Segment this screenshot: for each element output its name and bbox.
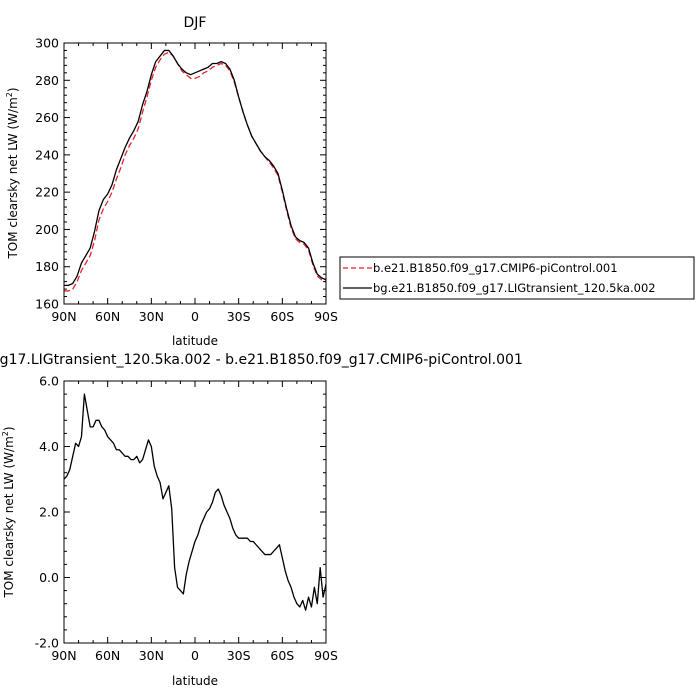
top-y-tick-label-6: 280 <box>35 73 59 88</box>
bottom-chart-title: bg.e21.B1850.f09_g17.LIGtransient_120.5k… <box>0 352 523 368</box>
bottom-y-tick-label-4: 6.0 <box>39 374 59 389</box>
bottom-y-tick-label-1: 0.0 <box>39 570 59 585</box>
bottom-y-axis-label: TOM clearsky net LW (W/m2) <box>1 426 16 598</box>
top-y-axis-label-sup: 2 <box>5 92 14 97</box>
bottom-y-tick-label-2: 2.0 <box>39 505 59 520</box>
chart-top: DJF 160 180 200 220 240 260 280 300 90N 60N 30N 0 3… <box>5 15 338 348</box>
top-x-tick-label-0: 90N <box>51 309 76 324</box>
top-x-tick-label-2: 30N <box>139 309 164 324</box>
top-x-tick-label-3: 0 <box>191 309 199 324</box>
top-y-axis-label-end: ) <box>6 87 20 92</box>
top-y-tick-label-4: 240 <box>35 147 59 162</box>
chart-bottom: bg.e21.B1850.f09_g17.LIGtransient_120.5k… <box>0 352 523 688</box>
top-x-tick-label-6: 90S <box>314 309 338 324</box>
top-x-tick-label-5: 60S <box>270 309 294 324</box>
bottom-y-axis-label-end: ) <box>2 426 16 431</box>
top-x-axis-label: latitude <box>172 334 218 348</box>
bottom-y-axis-label-main: TOM clearsky net LW (W/m <box>2 436 16 598</box>
top-plot-clip <box>64 49 327 292</box>
top-chart-title: DJF <box>184 15 207 31</box>
bottom-series-group <box>63 393 327 611</box>
top-y-axis-label-main: TOM clearsky net LW (W/m <box>6 97 20 259</box>
top-y-tick-label-5: 260 <box>35 110 59 125</box>
legend-label-control: b.e21.B1850.f09_g17.CMIP6-piControl.001 <box>373 261 618 275</box>
bottom-x-axis-label: latitude <box>172 674 218 688</box>
bottom-x-tick-label-2: 30N <box>139 648 164 663</box>
bottom-y-axis-label-sup: 2 <box>1 431 10 436</box>
bottom-plot-frame <box>63 380 327 644</box>
bottom-x-tick-label-1: 60N <box>95 648 120 663</box>
top-series-line-0 <box>64 51 327 292</box>
top-y-tick-label-7: 300 <box>35 36 59 51</box>
top-y-tick-label-1: 180 <box>35 259 59 274</box>
top-y-tick-label-3: 220 <box>35 185 59 200</box>
legend-box <box>339 256 695 300</box>
bottom-x-tick-label-5: 60S <box>270 648 294 663</box>
bottom-y-tick-label-0: -2.0 <box>35 636 59 651</box>
bottom-x-tick-label-3: 0 <box>191 648 199 663</box>
top-series-group <box>64 49 327 292</box>
top-y-tick-label-2: 200 <box>35 222 59 237</box>
top-x-axis: 90N 60N 30N 0 30S 60S 90S <box>51 43 338 324</box>
bottom-series-line-0 <box>63 393 327 611</box>
top-y-axis: 160 180 200 220 240 260 280 300 <box>35 36 326 312</box>
top-x-tick-label-1: 60N <box>95 309 120 324</box>
top-y-axis-label: TOM clearsky net LW (W/m2) <box>5 87 20 259</box>
legend-label-lig: bg.e21.B1850.f09_g17.LIGtransient_120.5k… <box>373 281 656 295</box>
top-y-tick-label-0: 160 <box>35 297 59 312</box>
bottom-x-tick-label-0: 90N <box>51 648 76 663</box>
legend: b.e21.B1850.f09_g17.CMIP6-piControl.001 … <box>339 256 695 300</box>
bottom-x-axis: 90N 60N 30N 0 30S 60S 90S <box>51 381 338 663</box>
bottom-y-axis: -2.0 0.0 2.0 4.0 6.0 <box>35 374 326 651</box>
top-x-tick-label-4: 30S <box>227 309 251 324</box>
bottom-x-tick-label-4: 30S <box>227 648 251 663</box>
top-plot-frame <box>63 42 327 305</box>
top-series-line-1 <box>64 49 327 287</box>
bottom-x-tick-label-6: 90S <box>314 648 338 663</box>
bottom-y-tick-label-3: 4.0 <box>39 439 59 454</box>
